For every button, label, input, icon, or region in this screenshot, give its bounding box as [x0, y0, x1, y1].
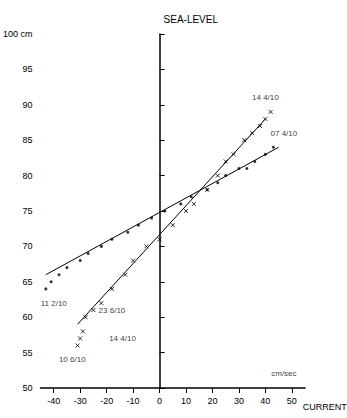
svg-text:-10: -10	[127, 396, 140, 406]
svg-text:-40: -40	[47, 396, 60, 406]
svg-text:60: 60	[22, 312, 32, 322]
svg-text:50: 50	[22, 383, 32, 393]
svg-text:10 6/10: 10 6/10	[59, 355, 86, 364]
svg-text:-30: -30	[74, 396, 87, 406]
svg-text:40: 40	[260, 396, 270, 406]
svg-text:14 4/10: 14 4/10	[252, 93, 279, 102]
svg-text:SEA-LEVEL: SEA-LEVEL	[164, 14, 219, 25]
svg-text:75: 75	[22, 206, 32, 216]
svg-text:65: 65	[22, 277, 32, 287]
svg-text:85: 85	[22, 135, 32, 145]
svg-text:07 4/10: 07 4/10	[271, 129, 298, 138]
svg-text:90: 90	[22, 100, 32, 110]
svg-text:-20: -20	[100, 396, 113, 406]
svg-text:14 4/10: 14 4/10	[109, 334, 136, 343]
svg-text:30: 30	[234, 396, 244, 406]
svg-text:11 2/10: 11 2/10	[41, 299, 68, 308]
svg-text:100 cm: 100 cm	[3, 29, 33, 39]
svg-text:55: 55	[22, 348, 32, 358]
svg-text:20: 20	[207, 396, 217, 406]
svg-text:50: 50	[287, 396, 297, 406]
svg-text:23 6/10: 23 6/10	[99, 306, 126, 315]
svg-text:cm/sec: cm/sec	[271, 369, 296, 378]
svg-text:70: 70	[22, 241, 32, 251]
svg-text:0: 0	[157, 396, 162, 406]
svg-text:80: 80	[22, 171, 32, 181]
svg-text:10: 10	[181, 396, 191, 406]
svg-text:95: 95	[22, 64, 32, 74]
svg-text:CURRENT: CURRENT	[303, 402, 347, 412]
